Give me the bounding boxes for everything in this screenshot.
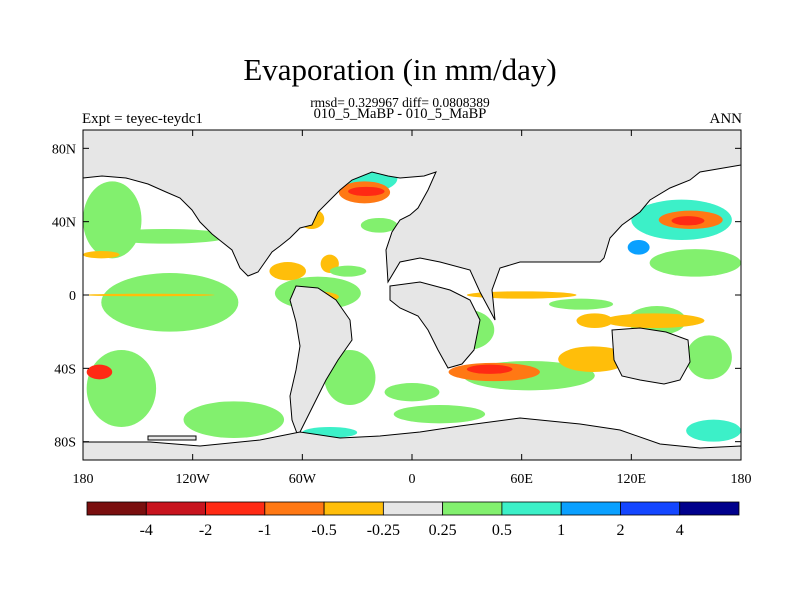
colorbar-label: -0.5 (311, 522, 336, 539)
land-polygon (83, 417, 741, 460)
anomaly-region (360, 218, 398, 233)
stats-line: rmsd= 0.329967 diff= 0.0808389 (310, 95, 490, 110)
anomaly-region (466, 291, 577, 299)
colorbar-swatch (323, 501, 384, 516)
colorbar-label: -4 (140, 522, 153, 539)
colorbar-label: 1 (557, 522, 565, 539)
anomaly-region (83, 181, 142, 259)
season-label: ANN (709, 111, 743, 127)
land-polygon (83, 130, 741, 321)
y-tick-label: 40S (54, 362, 76, 377)
x-tick-label: 60E (510, 472, 533, 487)
anomaly-region (329, 265, 367, 277)
x-tick-label: 120W (176, 472, 211, 487)
anomaly-region (549, 298, 614, 310)
anomaly-region (466, 364, 513, 374)
y-tick-label: 0 (69, 289, 76, 304)
colorbar-label: 0.5 (492, 522, 512, 539)
anomaly-region (86, 350, 157, 427)
land-mask (83, 130, 741, 460)
y-tick-label: 80N (52, 142, 76, 157)
colorbar-swatch (501, 501, 562, 516)
anomaly-region (384, 383, 440, 402)
anomaly-region (83, 251, 120, 259)
colorbar-swatch (145, 501, 206, 516)
anomaly-region (393, 405, 486, 424)
anomaly-region (86, 364, 113, 380)
anomaly-region (183, 401, 285, 438)
x-tick-label: 180 (73, 472, 94, 487)
colorbar-swatch (86, 501, 147, 516)
y-tick-label: 40N (52, 216, 76, 231)
anomaly-region (101, 229, 230, 244)
y-tick-label: 80S (54, 436, 76, 451)
anomaly-region (101, 273, 239, 332)
axis-ticks: 180 120W 60W 0 60E 120E 180 80N 40N 0 40S 80S (52, 130, 752, 487)
colorbar-label: -2 (199, 522, 212, 539)
land-polygon (389, 281, 481, 369)
colorbar-swatch (264, 501, 325, 516)
land-polygon (289, 285, 353, 438)
anomaly-region (686, 335, 732, 380)
anomaly-region (269, 262, 306, 281)
anomaly-region (576, 313, 614, 328)
land-polygon (147, 435, 197, 441)
anomaly-region (558, 346, 628, 372)
land-polygon (611, 327, 691, 385)
case-line: 010_5_MaBP - 010_5_MaBP (313, 106, 487, 122)
anomaly-region (686, 419, 741, 442)
anomaly-region (603, 313, 705, 328)
anomaly-region (324, 350, 376, 405)
colorbar-label: -0.25 (367, 522, 400, 539)
colorbar-swatch (205, 501, 266, 516)
x-tick-label: 180 (731, 472, 752, 487)
colorbar-label: -1 (258, 522, 271, 539)
colorbar-label: 0.25 (429, 522, 457, 539)
anomaly-region (83, 293, 215, 297)
x-tick-label: 0 (409, 472, 416, 487)
colorbar-label: 2 (616, 522, 624, 539)
colorbar-swatch (382, 501, 444, 516)
anomaly-region (348, 186, 385, 197)
anomaly-region (649, 249, 741, 277)
experiment-label: Expt = teyec-teydc1 (82, 111, 203, 127)
colorbar: -4 -2 -1 -0.5 -0.25 0.25 0.5 1 2 4 (86, 501, 740, 539)
x-tick-label: 120E (617, 472, 647, 487)
colorbar-swatch (560, 501, 621, 516)
x-tick-label: 60W (289, 472, 317, 487)
colorbar-swatch (620, 501, 681, 516)
anomaly-region (671, 216, 705, 226)
colorbar-swatch (442, 501, 503, 516)
plot-title: Evaporation (in mm/day) (243, 52, 557, 87)
anomaly-region (627, 240, 650, 255)
colorbar-label: 4 (676, 522, 684, 539)
colorbar-swatch (679, 501, 740, 516)
